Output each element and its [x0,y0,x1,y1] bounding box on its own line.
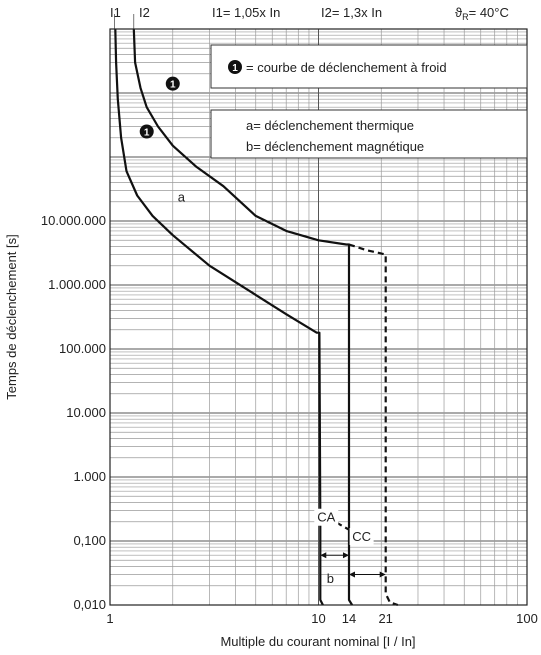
marker-icon-2 [139,124,154,139]
legend-box-cold [210,44,528,89]
marker-number: 1 [170,80,176,91]
temp-value: = 40°C [469,5,509,20]
header-temperature: ϑR= 40°C [455,5,509,22]
label-ca: CA [317,510,335,525]
x-tick-label: 1 [106,611,113,626]
x-tick-label: 10 [311,611,325,626]
y-tick-label: 1.000 [73,469,106,484]
y-tick-label: 1.000.000 [48,277,106,292]
x-axis-label: Multiple du courant nominal [I / In] [220,634,415,649]
header-i2-definition: I2= 1,3x In [321,5,382,20]
x-tick-label: 21 [378,611,392,626]
y-tick-label: 10.000.000 [41,213,106,228]
y-tick-label: 10.000 [66,405,106,420]
ca-arrow-head-right [342,552,349,559]
curves [114,28,399,607]
y-tick-labels: 0,010 0,100 1.000 10.000 100.000 1.000.000 10.… [41,213,106,612]
header-i1: I1 [110,5,121,20]
legend-thermal: a= déclenchement thermique [246,118,414,133]
x-tick-label: 100 [516,611,538,626]
legend-cold-curve: = courbe de déclenchement à froid [246,60,447,75]
temp-subscript: R [462,12,469,22]
cc-arrow-head-left [348,571,355,578]
label-a: a [178,190,186,205]
marker-number: 1 [144,128,150,139]
ca-arrow-head-left [320,552,327,559]
header-i2: I2 [139,5,150,20]
curve-4 [348,243,399,607]
y-tick-label: 0,010 [73,597,106,612]
y-tick-label: 0,100 [73,533,106,548]
legend-marker-icon [228,60,242,74]
temp-symbol: ϑ [455,5,463,20]
legend-box-ab [210,109,528,159]
curve-1 [114,28,324,606]
header-i1-definition: I1= 1,05x In [212,5,280,20]
x-tick-label: 14 [342,611,356,626]
cc-label-bg [349,528,374,545]
y-axis-label: Temps de déclenchement [s] [4,234,19,399]
label-b: b [327,571,334,586]
ca-label-bg [314,508,339,526]
legend-magnetic: b= déclenchement magnétique [246,139,424,154]
header: I1 I2 I1= 1,05x In I2= 1,3x In ϑR= 40°C [110,5,509,22]
legend: 1 = courbe de déclenchement à froid a= d… [210,44,528,159]
label-cc: CC [352,529,371,544]
curve-3 [132,28,354,606]
annotations: a b CA CC 1 1 [139,76,386,586]
marker-icon-1 [165,76,180,91]
plot-frame [109,28,528,606]
x-tick-labels: 1 10 14 21 100 [106,611,537,626]
cc-arrow-head-right [379,571,386,578]
legend-marker-number: 1 [232,63,238,74]
y-tick-label: 100.000 [59,341,106,356]
